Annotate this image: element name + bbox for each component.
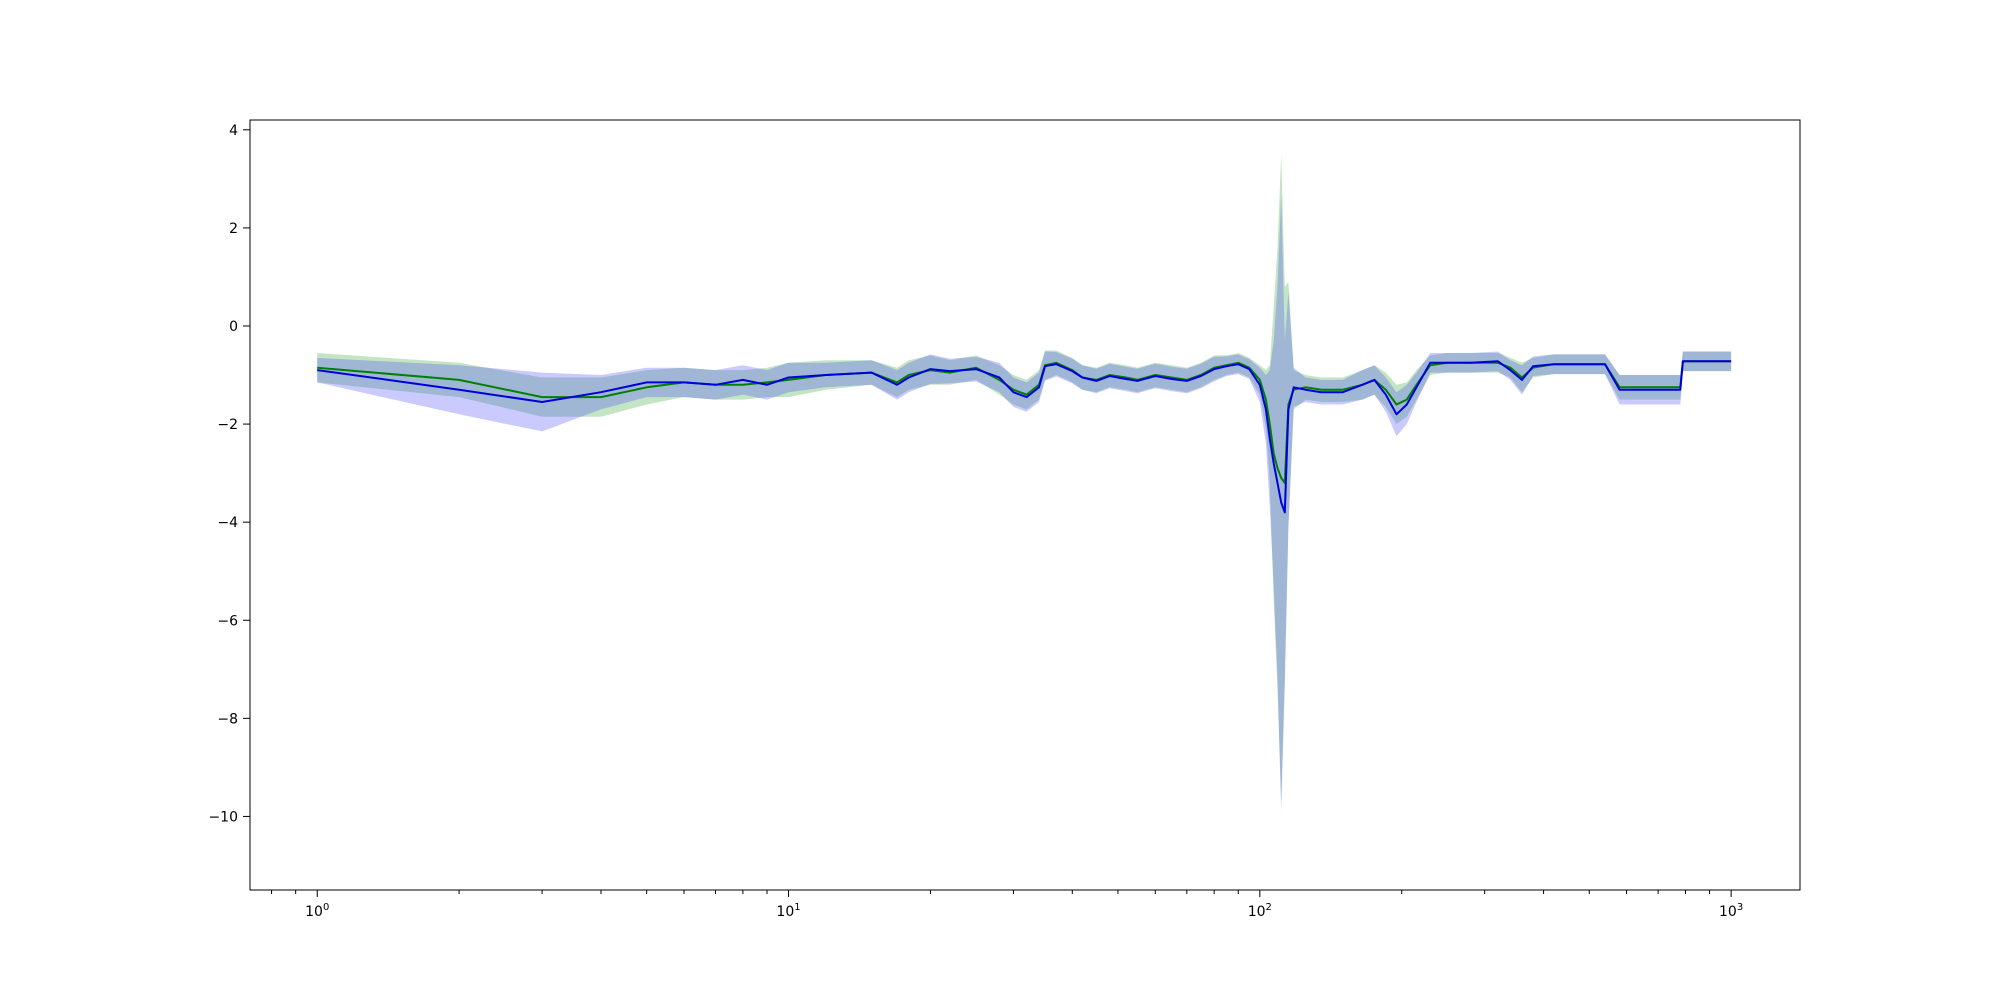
x-axis: 100 101 102 103 bbox=[271, 890, 1743, 920]
axes-background bbox=[250, 120, 1800, 890]
y-tick-label: 2 bbox=[229, 221, 238, 237]
x-tick-label: 103 bbox=[1719, 902, 1743, 920]
y-tick-label: −8 bbox=[217, 711, 238, 727]
y-tick-label: −4 bbox=[217, 515, 238, 531]
series-lines bbox=[317, 360, 1732, 514]
y-axis: 4 2 0 −2 −4 −6 −8 −10 bbox=[208, 123, 250, 825]
y-tick-label: 0 bbox=[229, 319, 238, 335]
x-tick-label: 102 bbox=[1248, 902, 1272, 920]
y-tick-label: 4 bbox=[229, 123, 238, 139]
axes-frame bbox=[249, 119, 1801, 891]
series-2-line bbox=[317, 360, 1732, 514]
x-tick-label: 101 bbox=[776, 902, 800, 920]
y-tick-label: −2 bbox=[217, 417, 238, 433]
x-tick-label: 100 bbox=[305, 902, 329, 920]
plot-area bbox=[249, 119, 1801, 891]
y-tick-label: −6 bbox=[217, 613, 238, 629]
y-tick-label: −10 bbox=[208, 809, 238, 825]
